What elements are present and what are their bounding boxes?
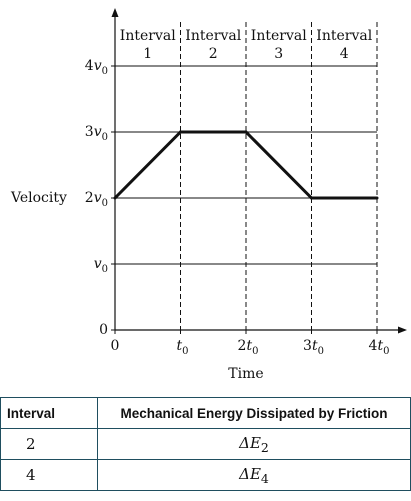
energy-symbol: ΔE xyxy=(239,433,261,452)
table-cell-interval: 4 xyxy=(0,459,98,491)
table-cell-interval: 2 xyxy=(0,428,98,460)
x-tick-label: 3t0 xyxy=(303,338,324,357)
x-axis-arrow xyxy=(398,326,407,334)
table-row: 2 ΔE2 xyxy=(0,428,411,460)
y-tick-label: 0 xyxy=(99,322,108,338)
energy-table: Interval Mechanical Energy Dissipated by… xyxy=(0,397,411,491)
data-point xyxy=(375,196,379,200)
data-point xyxy=(113,196,117,200)
table-cell-energy: ΔE4 xyxy=(97,459,411,491)
y-tick-label: v0 xyxy=(94,256,108,275)
y-axis-label: Velocity xyxy=(10,190,67,206)
energy-subscript: 4 xyxy=(260,470,269,486)
table-header-row: Interval Mechanical Energy Dissipated by… xyxy=(0,397,411,429)
energy-subscript: 2 xyxy=(260,439,269,455)
y-tick-label: 2v0 xyxy=(85,190,108,209)
x-axis-label: Time xyxy=(228,366,263,382)
x-tick-label: 4t0 xyxy=(369,338,390,357)
data-point xyxy=(179,130,182,134)
interval-label: Interval xyxy=(185,28,241,44)
x-tick-label: 2t0 xyxy=(238,338,259,357)
y-tick-label: 4v0 xyxy=(85,58,108,77)
energy-symbol: ΔE xyxy=(239,464,261,483)
x-tick-label: 0 xyxy=(111,338,120,354)
interval-number: 3 xyxy=(274,46,283,62)
axes-layer xyxy=(111,8,407,334)
y-tick-label: 3v0 xyxy=(85,124,108,143)
table-header-energy: Mechanical Energy Dissipated by Friction xyxy=(97,397,411,429)
table-row: 4 ΔE4 xyxy=(0,459,411,491)
table-cell-energy: ΔE2 xyxy=(97,428,411,460)
grid-layer xyxy=(115,22,378,330)
interval-label: Interval xyxy=(120,28,176,44)
interval-label: Interval xyxy=(251,28,307,44)
data-point xyxy=(310,196,313,200)
interval-label: Interval xyxy=(316,28,372,44)
table-header-interval: Interval xyxy=(0,397,98,429)
interval-number: 1 xyxy=(143,46,152,62)
y-axis-arrow xyxy=(111,8,119,17)
ticks-layer: 0 v0 2v0 3v0 4v0 0 t0 2t0 3t0 4t0 xyxy=(85,58,390,357)
series-layer xyxy=(113,130,379,200)
interval-labels: Interval 1 Interval 2 Interval 3 Interval 4 xyxy=(120,28,373,62)
velocity-line xyxy=(113,130,377,200)
x-tick-label: t0 xyxy=(176,338,188,357)
interval-number: 4 xyxy=(340,46,349,62)
data-point xyxy=(244,130,248,134)
interval-number: 2 xyxy=(209,46,218,62)
